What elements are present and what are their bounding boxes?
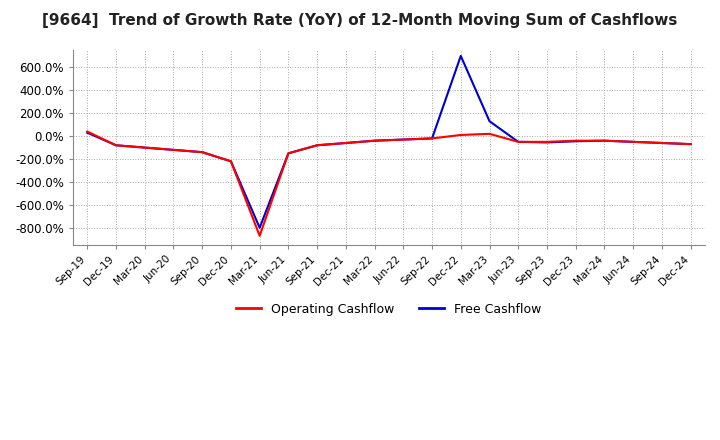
Free Cashflow	[198, 150, 207, 155]
Free Cashflow	[514, 139, 523, 144]
Operating Cashflow	[657, 140, 666, 146]
Free Cashflow	[169, 147, 178, 153]
Operating Cashflow	[140, 145, 149, 150]
Operating Cashflow	[543, 139, 552, 144]
Free Cashflow	[284, 150, 293, 156]
Line: Free Cashflow: Free Cashflow	[87, 56, 690, 228]
Free Cashflow	[686, 142, 695, 147]
Operating Cashflow	[572, 138, 580, 143]
Operating Cashflow	[83, 129, 91, 134]
Operating Cashflow	[485, 131, 494, 136]
Operating Cashflow	[227, 159, 235, 164]
Free Cashflow	[600, 138, 608, 143]
Operating Cashflow	[456, 132, 465, 138]
Free Cashflow	[543, 140, 552, 145]
Operating Cashflow	[284, 150, 293, 156]
Free Cashflow	[399, 137, 408, 142]
Free Cashflow	[485, 119, 494, 124]
Free Cashflow	[370, 138, 379, 143]
Operating Cashflow	[312, 143, 321, 148]
Operating Cashflow	[370, 138, 379, 143]
Free Cashflow	[456, 53, 465, 59]
Free Cashflow	[227, 159, 235, 164]
Operating Cashflow	[256, 233, 264, 238]
Free Cashflow	[341, 140, 350, 146]
Free Cashflow	[312, 143, 321, 148]
Operating Cashflow	[600, 138, 608, 143]
Free Cashflow	[112, 143, 120, 148]
Free Cashflow	[83, 130, 91, 136]
Operating Cashflow	[629, 139, 637, 144]
Operating Cashflow	[169, 147, 178, 153]
Free Cashflow	[256, 225, 264, 231]
Operating Cashflow	[198, 150, 207, 155]
Legend: Operating Cashflow, Free Cashflow: Operating Cashflow, Free Cashflow	[231, 297, 546, 320]
Free Cashflow	[572, 139, 580, 144]
Operating Cashflow	[428, 136, 436, 141]
Line: Operating Cashflow: Operating Cashflow	[87, 132, 690, 236]
Free Cashflow	[140, 145, 149, 150]
Operating Cashflow	[341, 140, 350, 146]
Text: [9664]  Trend of Growth Rate (YoY) of 12-Month Moving Sum of Cashflows: [9664] Trend of Growth Rate (YoY) of 12-…	[42, 13, 678, 28]
Operating Cashflow	[686, 142, 695, 147]
Free Cashflow	[629, 139, 637, 144]
Free Cashflow	[428, 136, 436, 141]
Operating Cashflow	[112, 143, 120, 148]
Operating Cashflow	[514, 139, 523, 144]
Free Cashflow	[657, 140, 666, 146]
Operating Cashflow	[399, 137, 408, 142]
